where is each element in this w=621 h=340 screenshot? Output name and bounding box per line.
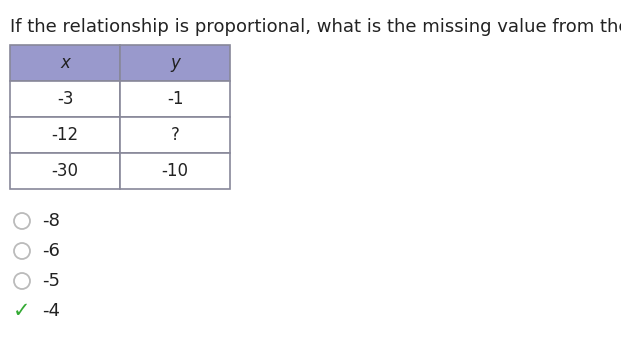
Text: y: y xyxy=(170,54,180,72)
Text: -5: -5 xyxy=(42,272,60,290)
Text: -6: -6 xyxy=(42,242,60,260)
Bar xyxy=(120,153,230,189)
Text: ?: ? xyxy=(171,126,179,144)
Text: ✓: ✓ xyxy=(13,301,31,321)
Text: -10: -10 xyxy=(161,162,189,180)
Bar xyxy=(10,153,120,189)
Bar xyxy=(120,45,230,81)
Text: -1: -1 xyxy=(167,90,183,108)
Text: -3: -3 xyxy=(57,90,73,108)
Bar xyxy=(10,45,120,81)
Text: If the relationship is proportional, what is the missing value from the table?: If the relationship is proportional, wha… xyxy=(10,18,621,36)
Text: -30: -30 xyxy=(52,162,78,180)
Text: -8: -8 xyxy=(42,212,60,230)
Bar xyxy=(10,117,120,153)
Text: x: x xyxy=(60,54,70,72)
Text: -12: -12 xyxy=(52,126,79,144)
Bar xyxy=(10,81,120,117)
Bar xyxy=(120,117,230,153)
Text: -4: -4 xyxy=(42,302,60,320)
Bar xyxy=(120,81,230,117)
